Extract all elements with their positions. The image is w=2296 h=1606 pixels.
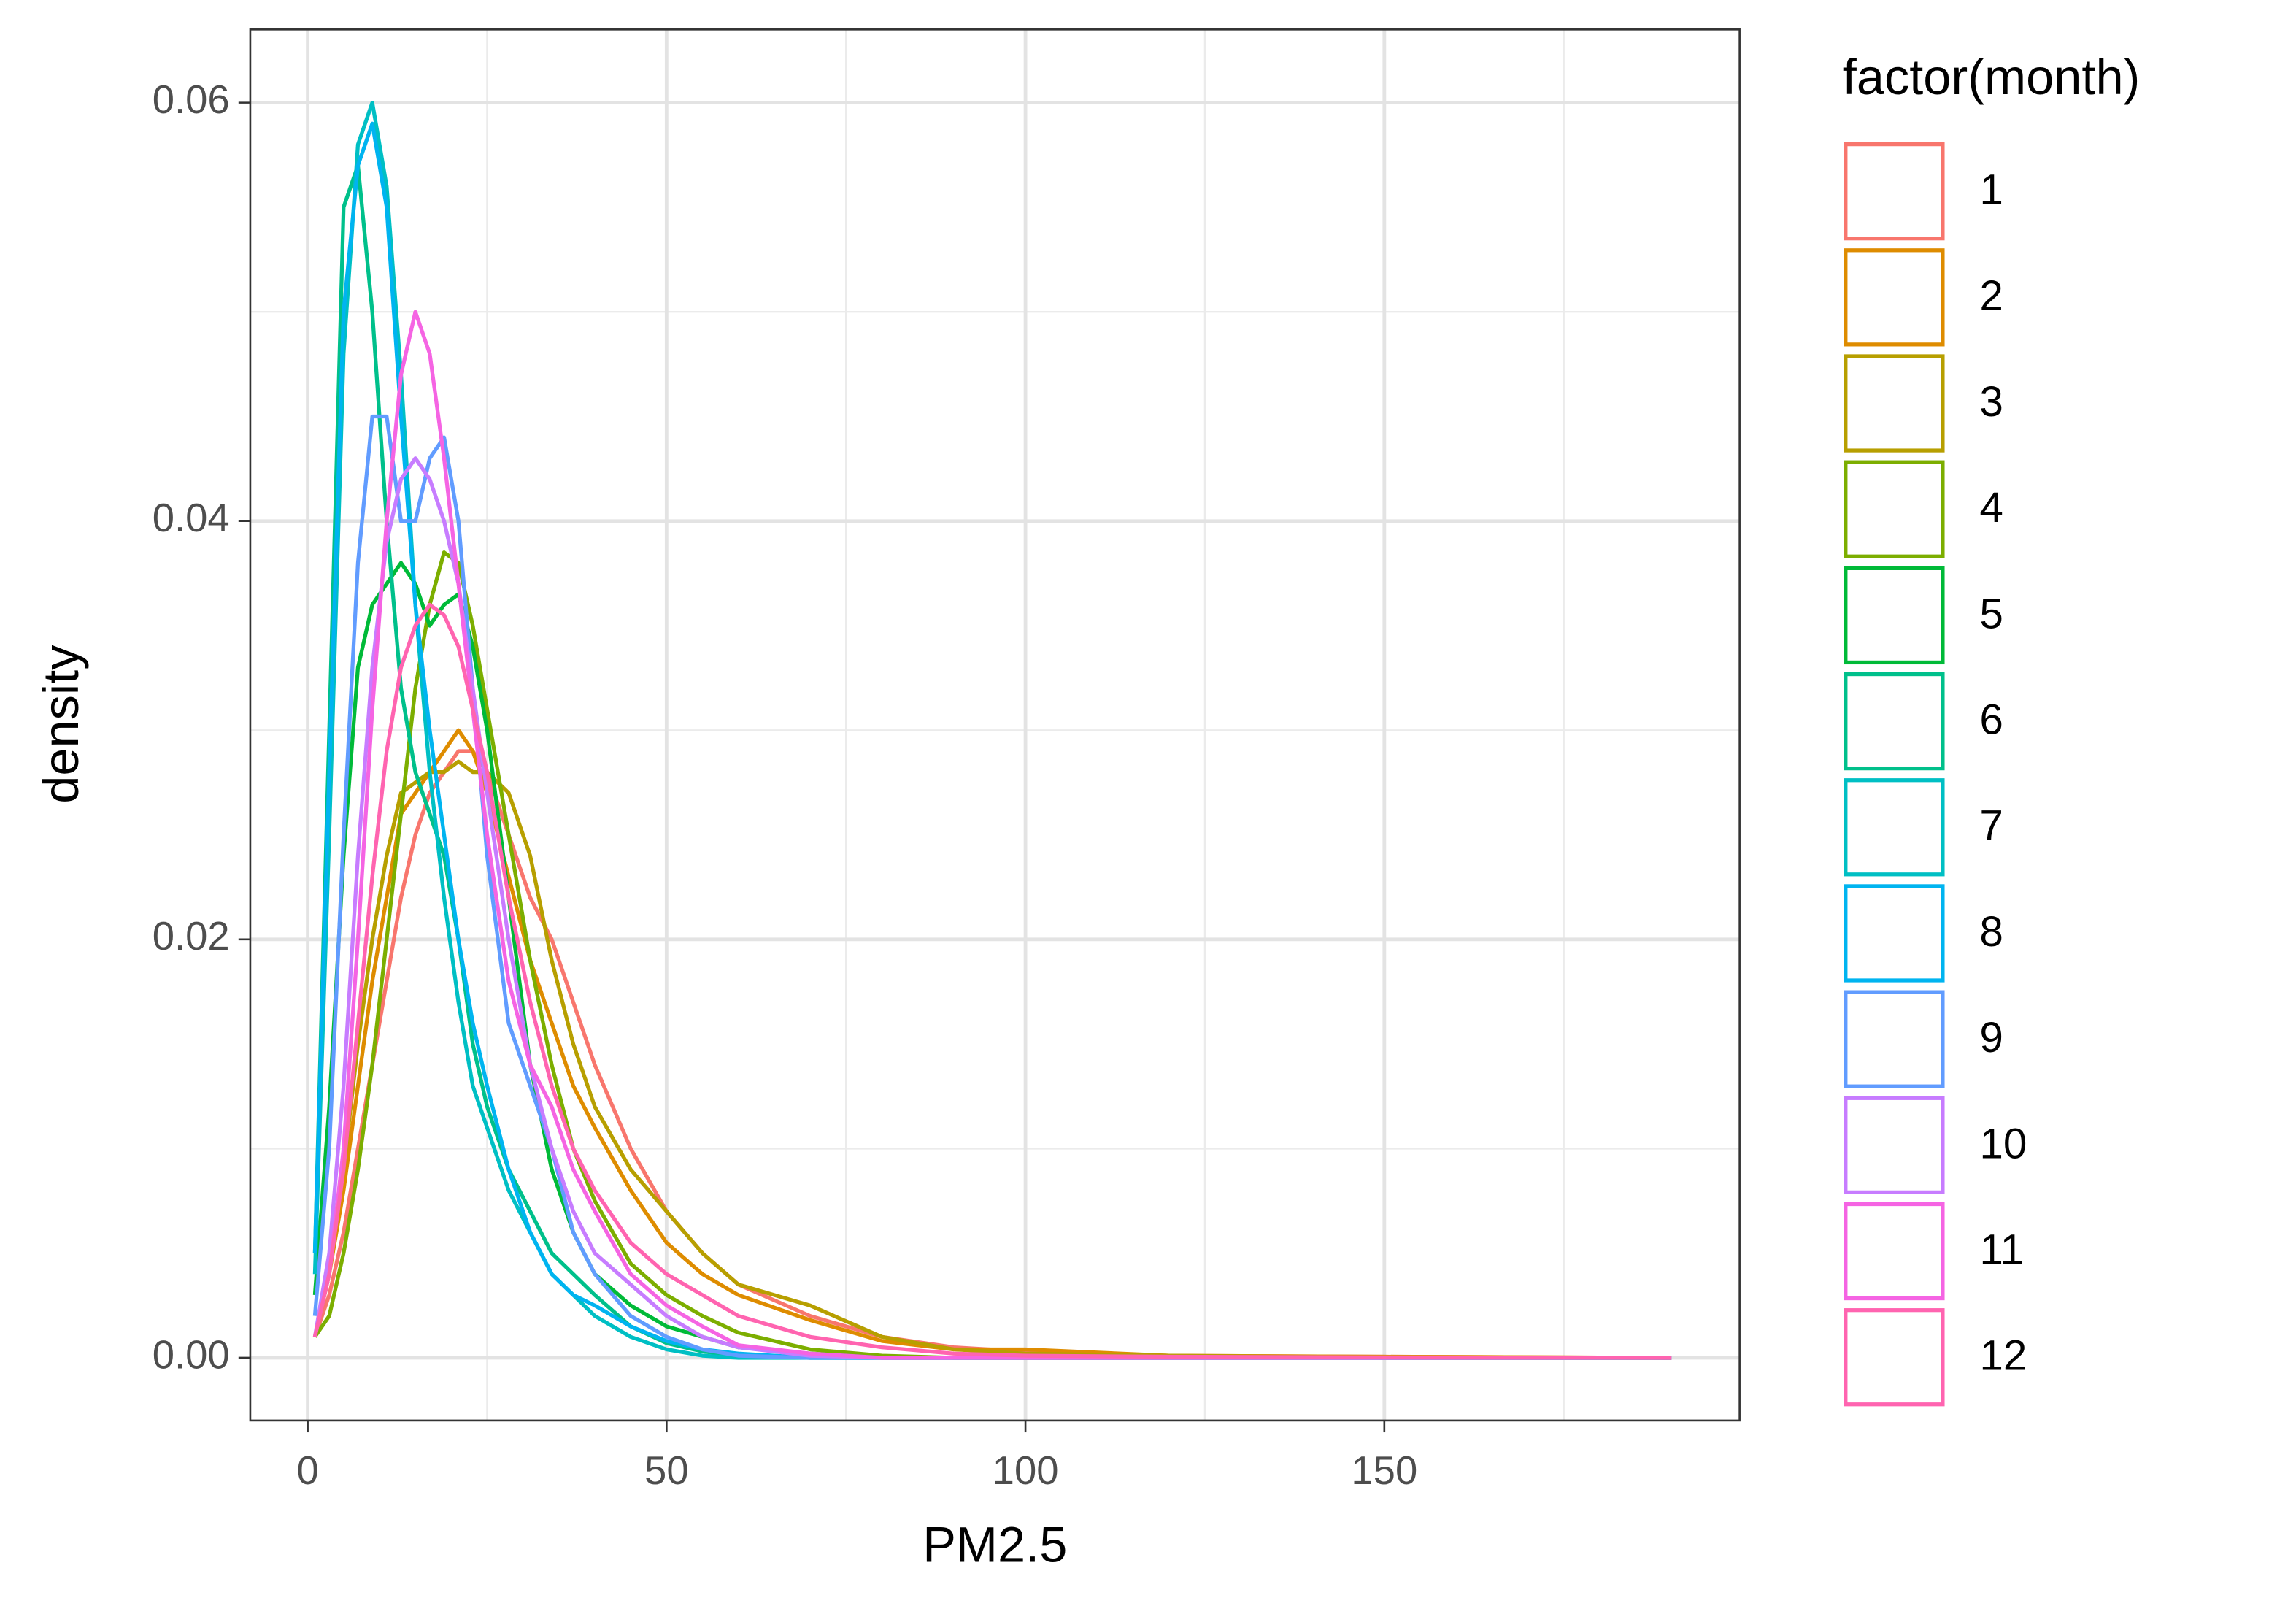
y-axis-title: density <box>33 645 89 804</box>
density-line <box>312 310 1672 1360</box>
legend-key <box>1844 1308 1945 1407</box>
x-tick-label: 150 <box>1351 1448 1417 1493</box>
legend-label: 3 <box>1979 378 2003 426</box>
legend-label: 8 <box>1979 908 2003 956</box>
legend-title: factor(month) <box>1843 49 2141 105</box>
legend-label: 7 <box>1979 802 2003 850</box>
legend-key <box>1844 248 1945 347</box>
legend-key <box>1844 142 1945 241</box>
legend-key <box>1844 990 1945 1088</box>
legend-key <box>1844 566 1945 665</box>
legend-label: 2 <box>1979 272 2003 320</box>
plot-lines <box>312 101 1672 1360</box>
legend-key <box>1844 460 1945 558</box>
legend-key <box>1844 884 1945 983</box>
grid <box>250 29 1740 1421</box>
x-axis-title: PM2.5 <box>922 1516 1067 1572</box>
panel-border <box>249 28 1741 1422</box>
legend-label: 10 <box>1979 1120 2027 1167</box>
legend-label: 5 <box>1979 590 2003 637</box>
legend-key <box>1844 778 1945 877</box>
y-tick-label: 0.02 <box>153 914 230 958</box>
legend-key <box>1844 672 1945 771</box>
legend-key <box>1844 1202 1945 1301</box>
y-tick-label: 0.00 <box>153 1332 230 1377</box>
legend-key <box>1844 354 1945 453</box>
x-tick-label: 50 <box>644 1448 689 1493</box>
density-line <box>312 602 1672 1360</box>
legend-label: 11 <box>1979 1226 2024 1273</box>
y-tick-label: 0.04 <box>153 496 230 540</box>
y-tick-label: 0.06 <box>153 77 230 122</box>
axes: 0 50 100 150 0.00 0.02 0.04 0.06 <box>153 77 1417 1493</box>
legend-label: 9 <box>1979 1014 2003 1061</box>
legend-label: 1 <box>1979 166 2003 214</box>
density-line <box>312 759 1672 1360</box>
legend-key <box>1844 1096 1945 1194</box>
legend-label: 4 <box>1979 484 2003 531</box>
x-tick-label: 0 <box>296 1448 318 1493</box>
legend-label: 6 <box>1979 696 2003 744</box>
legend-label: 12 <box>1979 1332 2027 1380</box>
x-tick-label: 100 <box>993 1448 1059 1493</box>
